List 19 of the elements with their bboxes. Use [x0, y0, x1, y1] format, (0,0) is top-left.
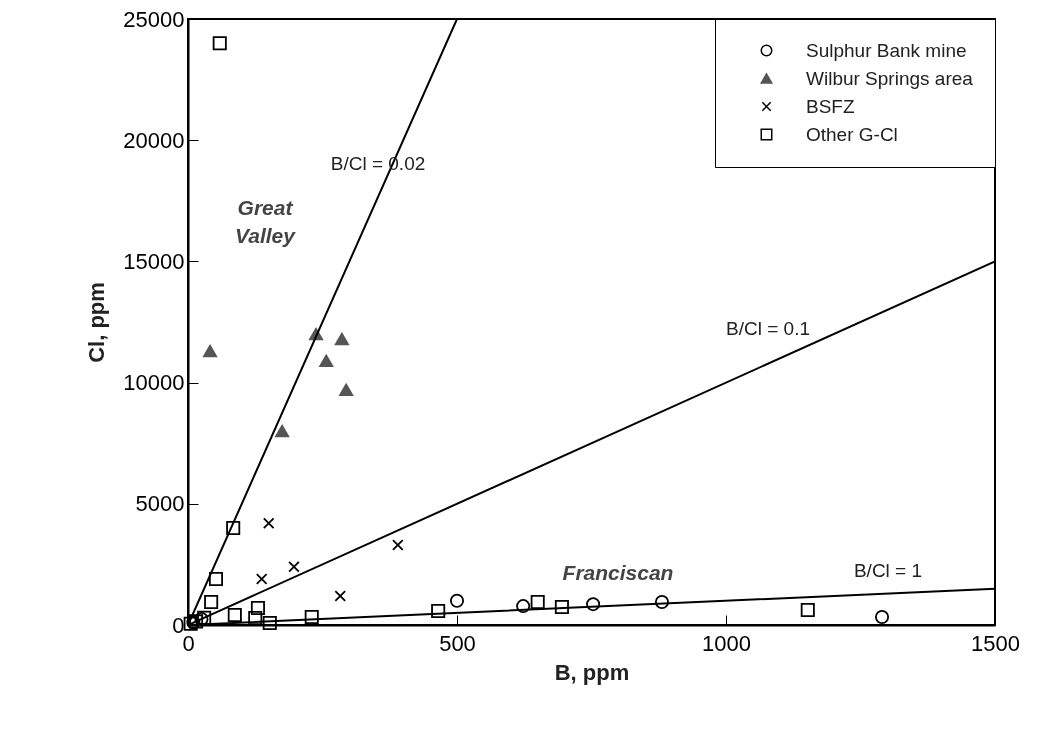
annotation: Franciscan — [562, 561, 674, 584]
y-tick-label: 20000 — [123, 127, 185, 153]
legend-label: Wilbur Springs area — [806, 67, 974, 89]
y-tick-label: 15000 — [123, 248, 185, 274]
y-axis-title: Cl, ppm — [84, 282, 110, 363]
y-tick-label: 25000 — [123, 6, 185, 32]
x-tick-label: 500 — [439, 630, 476, 656]
x-axis-title: B, ppm — [554, 659, 630, 685]
annotation: B/Cl = 1 — [853, 560, 923, 581]
annotation: B/Cl = 0.1 — [726, 318, 810, 339]
annotation: Great Valley — [235, 196, 297, 247]
y-tick-label: 10000 — [123, 370, 185, 396]
y-tick-label: 5000 — [135, 491, 185, 517]
legend-label: Sulphur Bank mine — [806, 39, 967, 61]
x-tick-label: 1500 — [971, 630, 1020, 656]
legend-label: BSFZ — [806, 95, 855, 117]
x-tick-label: 1000 — [702, 630, 751, 656]
legend-label: Other G-Cl — [806, 123, 898, 145]
y-tick-label: 0 — [172, 612, 185, 638]
